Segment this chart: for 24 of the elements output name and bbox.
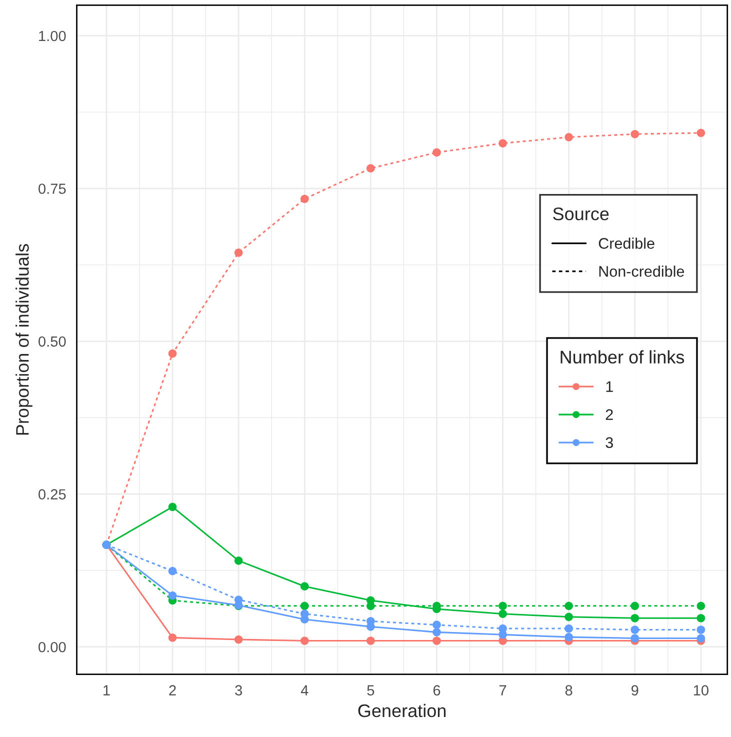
y-axis-title: Proportion of individuals — [16, 244, 32, 435]
x-tick-label: 7 — [499, 685, 506, 696]
legend-label: 3 — [606, 437, 613, 448]
y-tick-label: 0.75 — [38, 184, 66, 194]
legend-label: Non-credible — [599, 266, 684, 277]
x-tick-label: 3 — [235, 685, 242, 696]
legend-label: 1 — [606, 381, 613, 392]
legend-label: Credible — [598, 238, 654, 249]
x-tick-label: 8 — [565, 685, 572, 696]
y-tick-label: 0.50 — [38, 336, 66, 347]
legend-label: 2 — [606, 409, 613, 420]
x-tick-label: 2 — [169, 685, 176, 696]
x-axis-title: Generation — [358, 704, 446, 718]
y-tick-label: 0.00 — [38, 642, 66, 652]
annotation: Source — [553, 208, 609, 220]
y-tick-label: 0.25 — [38, 489, 66, 500]
legend-title: Number of links — [560, 350, 684, 364]
y-tick-label: 1.00 — [39, 30, 66, 42]
x-tick-label: 1 — [104, 685, 110, 696]
x-tick-label: 6 — [433, 685, 440, 696]
x-tick-label: 9 — [632, 685, 638, 696]
x-tick-label: 5 — [367, 685, 374, 696]
x-tick-label: 10 — [694, 685, 708, 696]
x-tick-label: 4 — [300, 685, 308, 696]
